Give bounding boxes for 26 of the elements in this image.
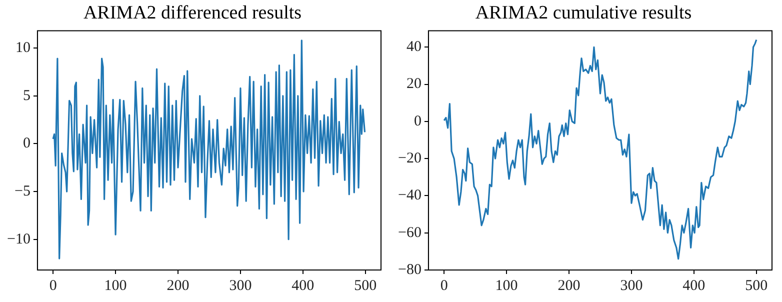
y-tick-label: 20 [406,76,422,92]
x-tick-label: 400 [292,278,314,294]
y-tick-label: 0 [22,136,30,152]
y-tick-label: −40 [398,188,422,204]
y-tick-label: −60 [398,224,422,241]
y-tick-label: 0 [414,113,422,130]
y-tick-label: 10 [15,40,30,56]
chart-title: ARIMA2 cumulative results [475,2,692,24]
x-tick-label: 300 [229,278,252,294]
y-tick-label: −20 [398,150,422,167]
y-tick-label: −5 [14,183,30,200]
x-tick-label: 500 [354,278,377,294]
x-tick-label: 0 [440,278,448,294]
x-tick-label: 0 [49,278,57,294]
x-tick-label: 400 [682,278,706,294]
y-tick-label: −80 [398,262,422,278]
x-tick-label: 100 [104,278,127,294]
x-tick-label: 200 [166,278,190,294]
y-tick-label: 5 [22,88,30,104]
y-tick-label: 40 [406,39,422,56]
x-tick-label: 100 [495,278,518,294]
chart-title: ARIMA2 differenced results [83,2,302,24]
y-tick-label: −10 [6,231,30,248]
x-tick-label: 300 [620,278,643,294]
x-tick-label: 200 [558,278,580,294]
x-tick-label: 500 [745,278,768,294]
